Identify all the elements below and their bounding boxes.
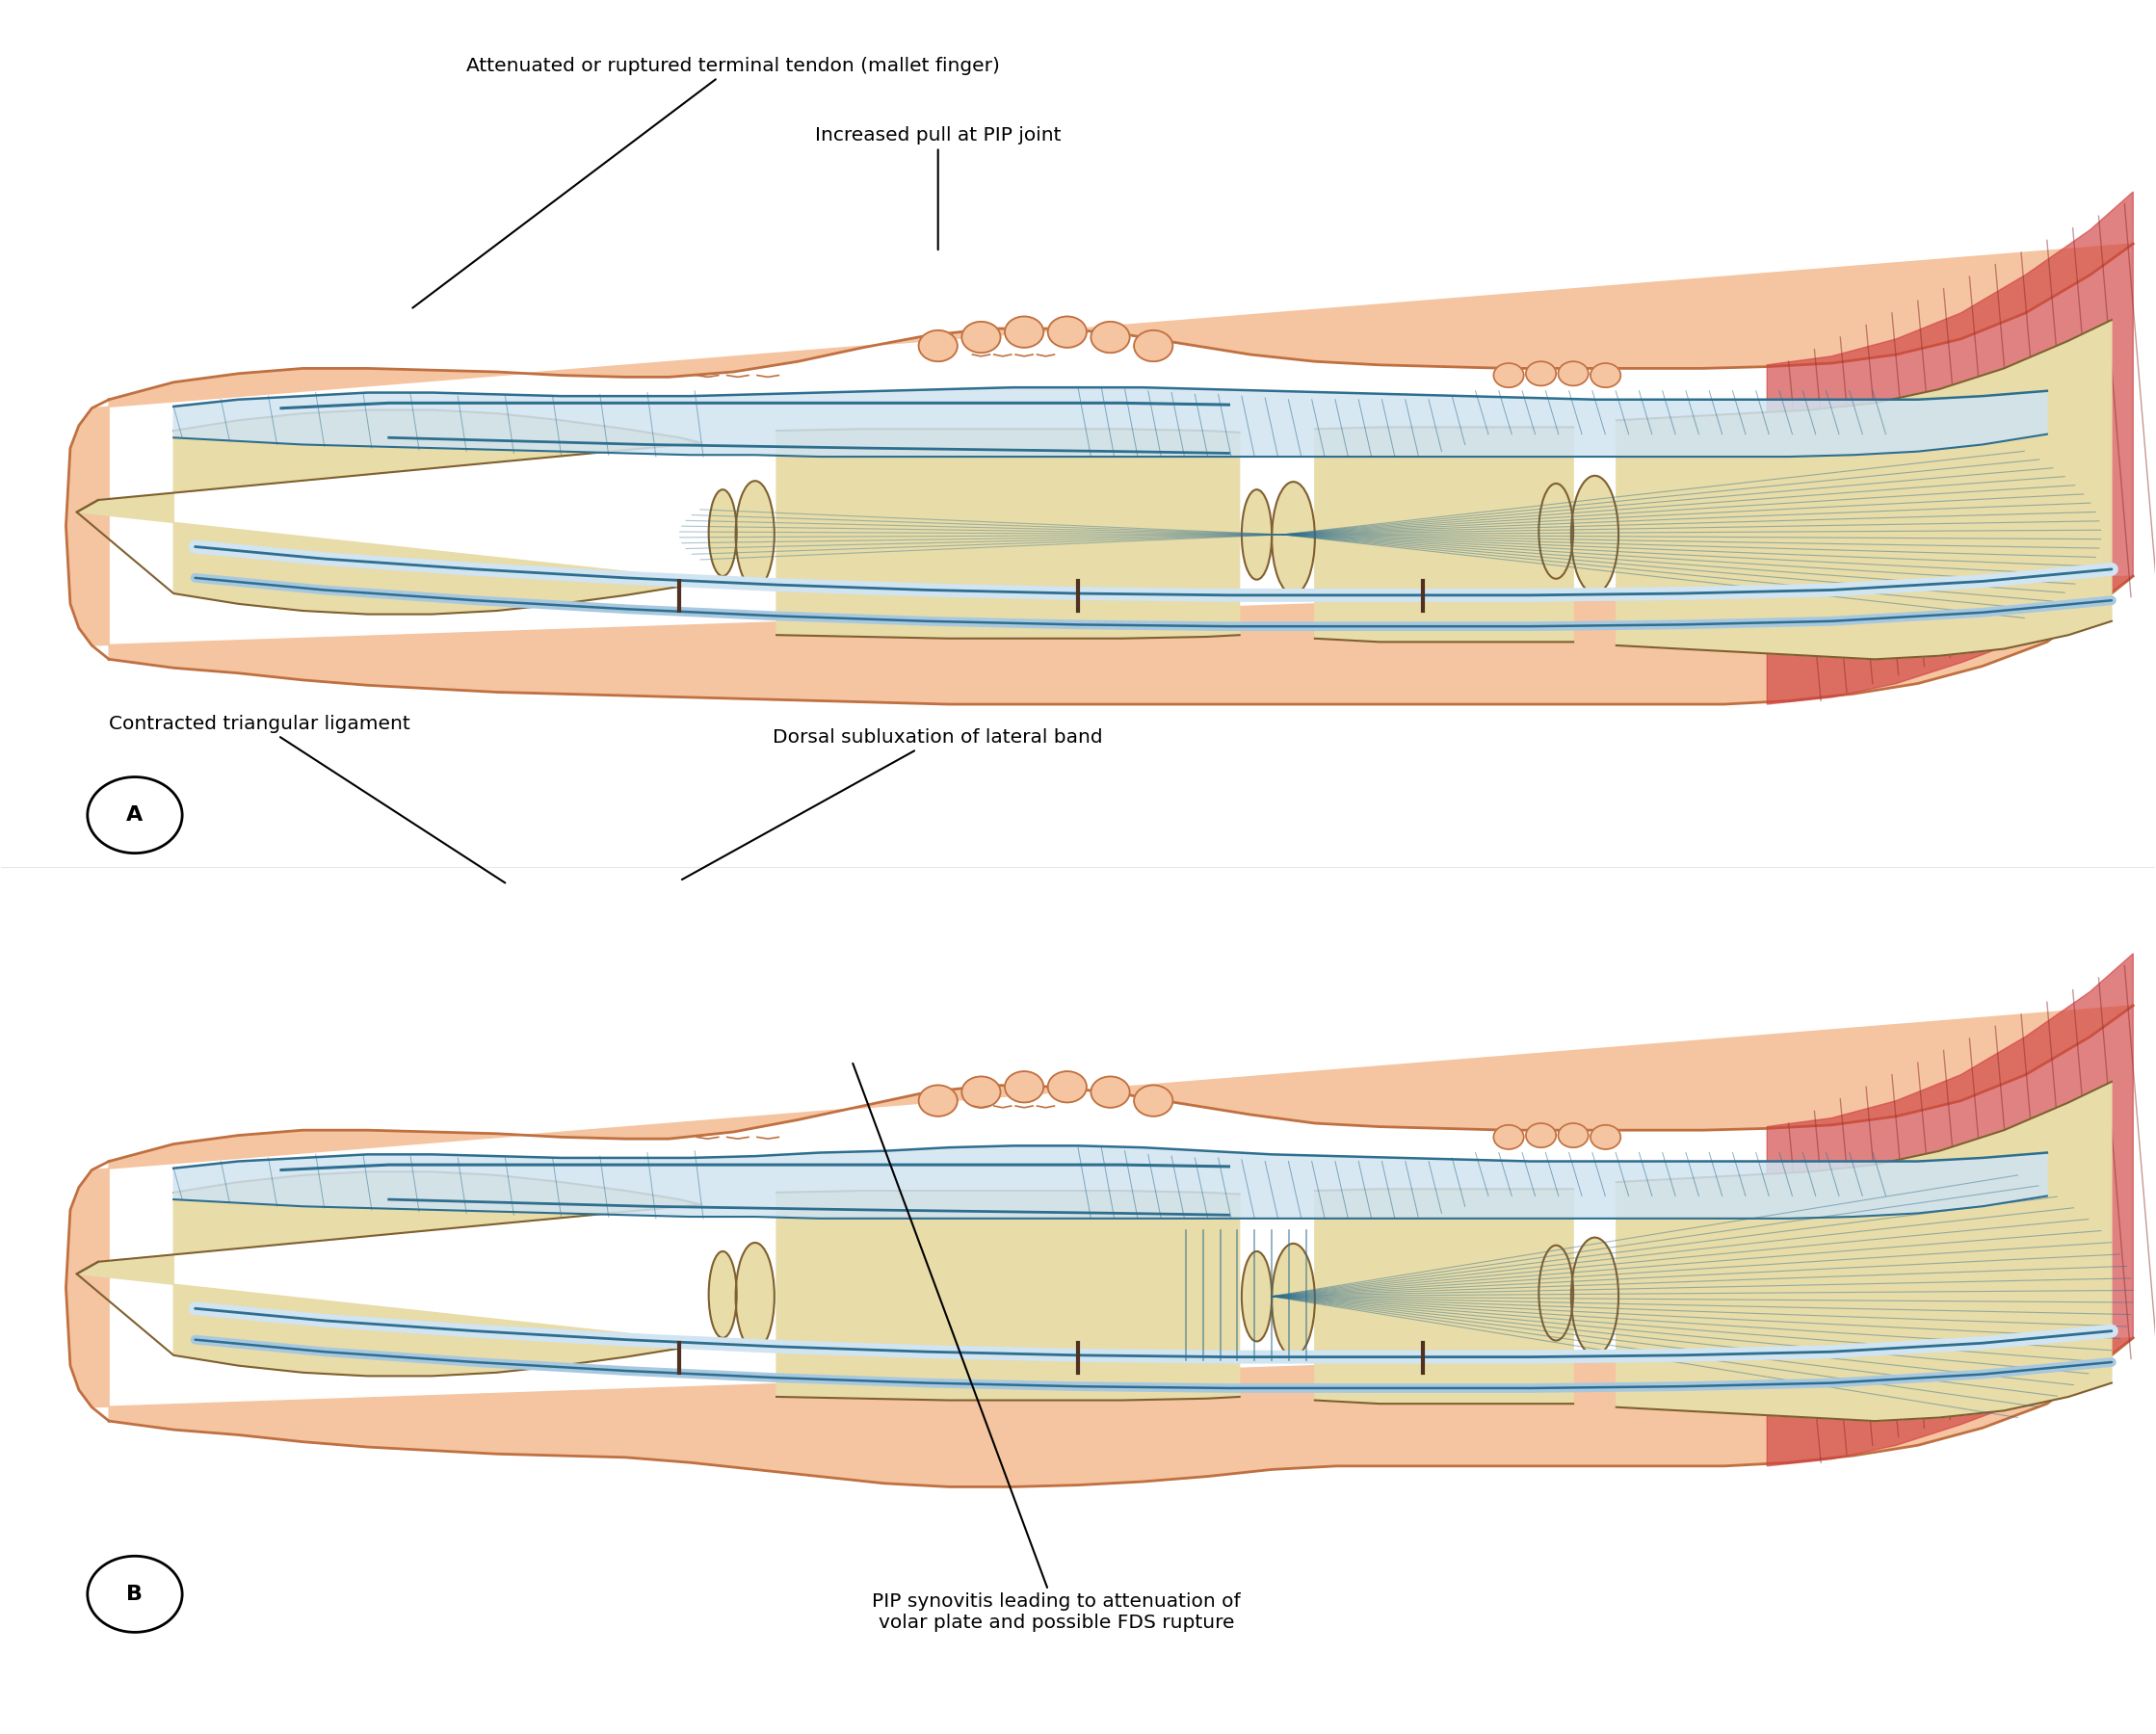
Polygon shape [1315, 1190, 1574, 1405]
Circle shape [962, 321, 1000, 352]
Ellipse shape [1242, 1252, 1272, 1342]
Text: Attenuated or ruptured terminal tendon (mallet finger): Attenuated or ruptured terminal tendon (… [412, 57, 1000, 309]
Ellipse shape [1272, 1243, 1315, 1356]
Polygon shape [1768, 954, 2132, 1465]
Ellipse shape [1572, 475, 1619, 593]
Polygon shape [1768, 192, 2132, 704]
Ellipse shape [1272, 482, 1315, 595]
Circle shape [1526, 1124, 1557, 1148]
Circle shape [1526, 361, 1557, 385]
Ellipse shape [709, 489, 737, 576]
Ellipse shape [735, 480, 774, 588]
Circle shape [1494, 1125, 1524, 1150]
Circle shape [1134, 329, 1173, 361]
Circle shape [918, 1085, 957, 1117]
Circle shape [962, 1077, 1000, 1108]
Polygon shape [175, 1146, 2046, 1219]
Text: A: A [127, 805, 142, 825]
Polygon shape [1315, 427, 1574, 642]
Ellipse shape [709, 1252, 737, 1339]
Polygon shape [175, 387, 2046, 456]
Circle shape [1005, 1072, 1044, 1103]
Polygon shape [1617, 319, 2111, 659]
Ellipse shape [735, 1243, 774, 1351]
Circle shape [1591, 362, 1621, 387]
Ellipse shape [1572, 1238, 1619, 1356]
Circle shape [88, 1555, 183, 1632]
Polygon shape [776, 428, 1240, 638]
Circle shape [88, 777, 183, 853]
Circle shape [1091, 1077, 1130, 1108]
Circle shape [1048, 316, 1087, 347]
Polygon shape [776, 1191, 1240, 1401]
Ellipse shape [1242, 489, 1272, 579]
Polygon shape [67, 1006, 2132, 1486]
Polygon shape [78, 409, 701, 614]
Circle shape [1559, 361, 1589, 385]
Circle shape [918, 329, 957, 361]
Circle shape [1591, 1125, 1621, 1150]
Text: PIP synovitis leading to attenuation of
volar plate and possible FDS rupture: PIP synovitis leading to attenuation of … [854, 1063, 1240, 1632]
Polygon shape [67, 244, 2132, 704]
Text: Increased pull at PIP joint: Increased pull at PIP joint [815, 127, 1061, 250]
Text: Dorsal subluxation of lateral band: Dorsal subluxation of lateral band [681, 728, 1104, 879]
Circle shape [1048, 1072, 1087, 1103]
Polygon shape [1617, 1082, 2111, 1422]
Circle shape [1091, 321, 1130, 352]
Polygon shape [78, 1172, 701, 1377]
Circle shape [1494, 362, 1524, 387]
Circle shape [1005, 316, 1044, 347]
Circle shape [1134, 1085, 1173, 1117]
Text: B: B [127, 1585, 142, 1604]
Circle shape [1559, 1124, 1589, 1148]
Ellipse shape [1539, 1245, 1574, 1340]
Ellipse shape [1539, 484, 1574, 579]
Text: Contracted triangular ligament: Contracted triangular ligament [110, 714, 505, 883]
